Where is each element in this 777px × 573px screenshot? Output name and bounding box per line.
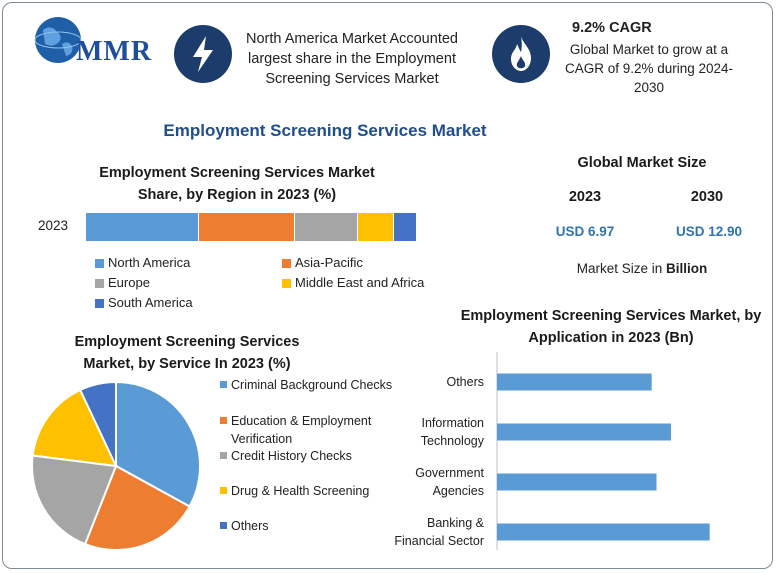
- service-legend-label-drug-and-health-screening: Drug & Health Screening: [231, 484, 370, 498]
- region-legend-swatch-asia-pacific: [282, 259, 291, 268]
- service-legend-label-criminal-background-checks: Criminal Background Checks: [231, 378, 393, 392]
- cagr-text: Global Market to grow at a CAGR of 9.2% …: [564, 42, 734, 95]
- region-legend-label-asia-pacific: Asia-Pacific: [295, 255, 363, 270]
- region-bar-segment-north-america: [86, 213, 199, 241]
- cagr-title: 9.2% CAGR: [572, 20, 652, 36]
- service-legend-label-others: Others: [231, 519, 269, 533]
- region-legend-swatch-middle-east-and-africa: [282, 279, 291, 288]
- pie-slice-education-and-employment-verification: [83, 464, 191, 551]
- logo-text: MMR: [76, 36, 153, 67]
- region-legend-label-south-america: South America: [108, 295, 193, 310]
- service-chart-title: Employment Screening Services Market, by…: [74, 334, 300, 372]
- application-bar-chart: [496, 352, 710, 550]
- region-chart-title: Employment Screening Services Market Sha…: [99, 165, 375, 203]
- pie-slice-others: [78, 380, 117, 467]
- service-legend-swatch-education-and-employment-verification: [220, 417, 227, 424]
- application-bar-others: [497, 373, 652, 391]
- service-legend-swatch-drug-and-health-screening: [220, 487, 227, 494]
- market-size-value-2023: USD 6.97: [555, 224, 615, 239]
- market-size-unit: Market Size in Billion: [548, 261, 736, 276]
- market-size-value-2030: USD 12.90: [675, 224, 743, 239]
- main-title: Employment Screening Services Market: [163, 121, 487, 140]
- pie-slice-drug-and-health-screening: [31, 388, 118, 468]
- application-bar-information-technology: [497, 423, 671, 441]
- region-year-label: 2023: [38, 218, 69, 233]
- market-size-unit-bold: Billion: [666, 261, 708, 276]
- service-legend-label-education-and-employment-verification: Education & Employment Verification: [231, 414, 372, 446]
- application-label-others: Others: [446, 375, 484, 389]
- application-label-information-technology: Information Technology: [420, 416, 484, 448]
- flame-icon: [492, 25, 550, 83]
- application-bar-banking-and-financial-sector: [497, 523, 710, 541]
- lightning-icon: [174, 25, 232, 83]
- application-label-government-agencies: Government Agencies: [415, 466, 484, 498]
- service-pie-chart: [31, 380, 201, 551]
- pie-slice-credit-history-checks: [31, 454, 118, 546]
- service-legend-label-credit-history-checks: Credit History Checks: [231, 449, 352, 463]
- service-legend-swatch-credit-history-checks: [220, 452, 227, 459]
- region-bar-segment-europe: [293, 213, 357, 241]
- application-label-banking-and-financial-sector: Banking & Financial Sector: [394, 516, 484, 548]
- region-legend-label-north-america: North America: [108, 255, 191, 270]
- market-size-year-2023: 2023: [568, 189, 602, 205]
- application-chart-title: Employment Screening Services Market, by…: [460, 308, 762, 346]
- market-size-title: Global Market Size: [577, 155, 707, 171]
- market-size-unit-prefix: Market Size in: [576, 261, 667, 276]
- pie-slice-criminal-background-checks: [115, 380, 201, 508]
- highlight-north-america: North America Market Accounted largest s…: [246, 31, 458, 87]
- service-legend-swatch-others: [220, 522, 227, 529]
- region-legend-swatch-europe: [95, 279, 104, 288]
- region-stacked-bar: [86, 213, 416, 241]
- region-legend-swatch-south-america: [95, 299, 104, 308]
- region-legend-label-europe: Europe: [108, 275, 150, 290]
- service-legend-swatch-criminal-background-checks: [220, 381, 227, 388]
- region-bar-segment-south-america: [392, 213, 416, 241]
- region-legend-label-middle-east-and-africa: Middle East and Africa: [295, 275, 425, 290]
- region-legend-swatch-north-america: [95, 259, 104, 268]
- market-size-year-2030: 2030: [690, 189, 724, 205]
- region-bar-segment-asia-pacific: [198, 213, 294, 241]
- mmr-logo: [34, 17, 82, 63]
- region-bar-segment-middle-east-and-africa: [356, 213, 393, 241]
- application-bar-government-agencies: [497, 473, 657, 491]
